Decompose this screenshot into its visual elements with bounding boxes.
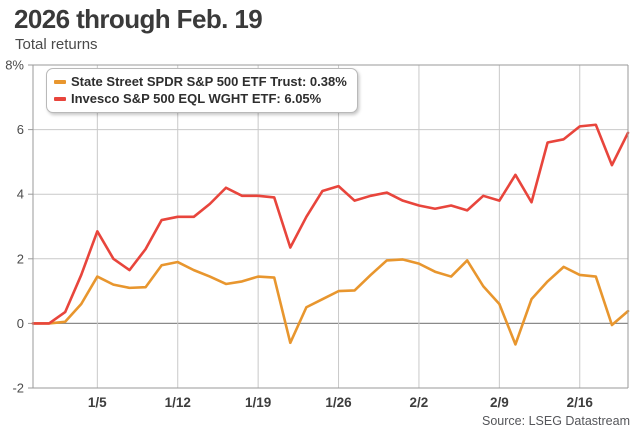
chart-legend: State Street SPDR S&P 500 ETF Trust: 0.3… [46,68,358,113]
series-line-invesco [31,123,630,325]
x-axis-tick-label: 2/9 [490,395,509,410]
x-axis-tick-labels: 1/5 1/12 1/19 1/26 2/2 2/9 2/16 [88,395,593,410]
y-axis-tick-label: 2 [17,251,24,266]
x-axis-tick-label: 1/19 [245,395,271,410]
legend-item-invesco[interactable]: Invesco S&P 500 EQL WGHT ETF: 6.05% [54,90,347,107]
legend-item-spdr[interactable]: State Street SPDR S&P 500 ETF Trust: 0.3… [54,73,347,90]
y-axis-tick-label: 0 [17,316,24,331]
source-attribution: Source: LSEG Datastream [482,414,630,428]
legend-label-invesco: Invesco S&P 500 EQL WGHT ETF: 6.05% [71,91,322,106]
chart-subtitle: Total returns [15,36,98,53]
x-axis-tick-label: 2/16 [567,395,594,410]
x-axis-tick-label: 1/26 [325,395,352,410]
x-axis-tick-label: 1/5 [88,395,107,410]
data-series-group [31,123,630,346]
y-axis-tick-label: 8% [5,58,24,73]
legend-swatch-invesco [54,96,66,101]
y-axis-tick-labels: -2 0 2 4 6 8% [5,58,24,396]
y-axis-tick-label: 4 [17,187,24,202]
page-title: 2026 through Feb. 19 [14,4,263,34]
y-axis-tick-label: 6 [17,122,24,137]
x-axis-tick-label: 2/2 [410,395,429,410]
legend-swatch-spdr [54,79,66,84]
plot-frame [32,64,629,389]
gridlines-group [28,64,628,389]
y-axis-tick-label: -2 [12,381,24,396]
x-axis-tick-label: 1/12 [165,395,191,410]
series-line-spdr [31,258,630,346]
legend-label-spdr: State Street SPDR S&P 500 ETF Trust: 0.3… [71,74,347,89]
